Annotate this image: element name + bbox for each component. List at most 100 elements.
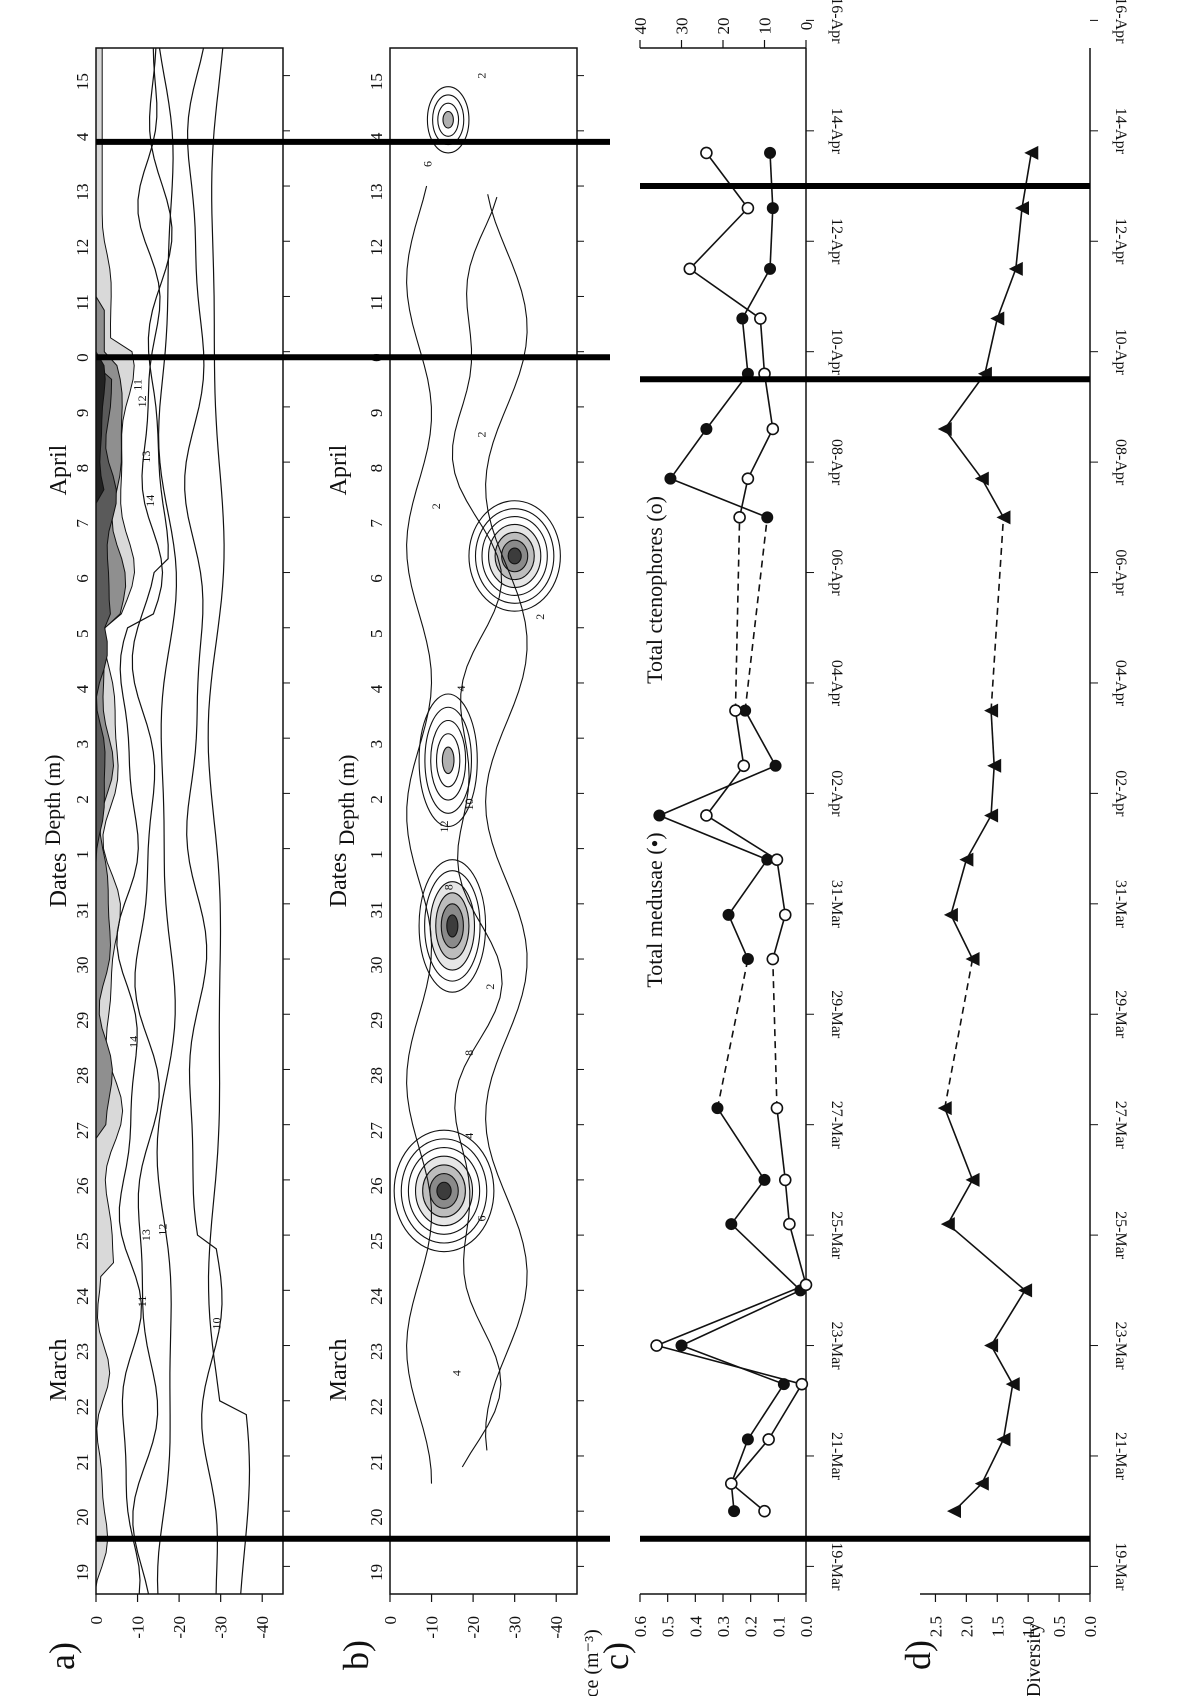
series-segment: [944, 373, 986, 430]
series-segment: [727, 859, 768, 916]
ctenophore-point: [741, 472, 755, 485]
series-segment: [670, 477, 768, 519]
diversity-point: [987, 758, 1002, 773]
panel-c-plot: [650, 146, 813, 1518]
series-segment: [943, 958, 974, 1109]
day-tick-label: 4: [367, 684, 386, 693]
medusae-point: [725, 1218, 738, 1231]
legend-ctenophores: Total ctenophores (o): [642, 496, 667, 684]
ctenophore-point: [778, 1173, 792, 1187]
abundance-contour-label: 6: [421, 161, 435, 167]
series-segment: [1021, 152, 1033, 209]
series-segment: [990, 517, 1005, 711]
abundance-contour-label: 2: [475, 432, 489, 438]
date-tick-label: 02-Apr: [1112, 770, 1129, 817]
abundance-tick-label: 0.4: [686, 1616, 705, 1638]
panel-a-april-label: April: [46, 444, 72, 495]
series-segment: [744, 710, 777, 767]
abundance-contour: [507, 547, 522, 565]
day-tick-label: 12: [73, 239, 92, 256]
medusae-point: [728, 1505, 741, 1518]
day-tick-label: 21: [73, 1453, 92, 1470]
series-segment: [727, 914, 749, 960]
diversity-point: [996, 510, 1011, 525]
diversity-tick-label: 0.5: [1050, 1616, 1069, 1637]
series-segment: [981, 1439, 1005, 1484]
series-segment: [741, 318, 749, 374]
day-tick-label: 0: [73, 353, 92, 362]
diversity-point: [1024, 145, 1039, 160]
medusae-point: [769, 759, 782, 772]
date-tick-label: 21-Mar: [828, 1432, 845, 1481]
ctenophore-tick-label: 40: [631, 18, 650, 35]
day-tick-label: 6: [73, 574, 92, 583]
diversity-tick-label: 2.0: [957, 1616, 976, 1637]
day-tick-label: 29: [367, 1012, 386, 1029]
day-tick-label: 5: [73, 630, 92, 639]
diversity-point: [974, 471, 989, 486]
medusae-point: [758, 1173, 771, 1186]
panel-b-label: b): [336, 1640, 376, 1670]
abundance-contour-label: 4: [450, 1370, 464, 1376]
abundance-contour: [435, 733, 461, 788]
abundance-contour: [436, 1181, 452, 1201]
day-tick-label: 13: [367, 184, 386, 201]
ctenophore-point: [733, 511, 746, 524]
series-segment: [659, 765, 776, 817]
day-tick-label: 9: [367, 409, 386, 418]
diversity-point: [1005, 1377, 1020, 1392]
day-tick-label: 26: [367, 1177, 386, 1194]
depth-tick-label: -20: [464, 1616, 483, 1639]
date-tick-label: 04-Apr: [828, 660, 845, 707]
series-segment: [681, 1289, 801, 1347]
abundance-contour-label: 8: [441, 884, 455, 890]
day-tick-label: 1: [367, 850, 386, 859]
ctenophore-point: [766, 952, 780, 966]
abundance-tick-label: 0.5: [659, 1616, 678, 1637]
isotherm-line-1: [116, 48, 164, 1594]
abundance-contour: [441, 746, 455, 775]
ctenophore-point: [770, 1101, 784, 1115]
series-segment: [947, 1179, 974, 1225]
depth-tick-label: -20: [170, 1616, 189, 1639]
series-segment: [656, 1344, 803, 1385]
isotherm-line-4: [184, 48, 223, 1594]
abundance-contour: [468, 500, 561, 612]
ctenophore-point: [683, 262, 697, 276]
date-tick-label: 10-Apr: [828, 329, 845, 376]
series-segment: [705, 152, 749, 209]
date-tick-label: 25-Mar: [828, 1211, 845, 1260]
medusae-point: [766, 202, 779, 215]
series-segment: [689, 207, 749, 270]
series-segment: [759, 318, 766, 374]
ctenophore-tick-label: 0: [797, 22, 816, 31]
panel-c-abundance-axis: 0.0 0.1 0.2 0.3 0.4 0.5 0.6: [631, 1594, 816, 1637]
series-segment: [990, 765, 995, 816]
ctenophore-point: [700, 809, 713, 822]
date-tick-label: 12-Apr: [1112, 218, 1129, 265]
depth-tick-label: -30: [506, 1616, 525, 1639]
panel-c-date-axis: 19-Mar 21-Mar 23-Mar 25-Mar 27-Mar 29-Mar 31-M…: [806, 0, 845, 1591]
day-tick-label: 22: [73, 1398, 92, 1415]
day-tick-label: 13: [73, 184, 92, 201]
abundance-outer-contour: [485, 194, 528, 1451]
day-tick-label: 8: [73, 464, 92, 473]
diversity-point: [940, 1217, 955, 1232]
isotherm-line-3: [156, 48, 178, 1594]
diversity-point: [937, 1101, 952, 1116]
day-tick-label: 21: [367, 1453, 386, 1470]
day-tick-label: 2: [73, 795, 92, 804]
abundance-contour-label: 2: [533, 614, 547, 620]
date-tick-label: 08-Apr: [828, 439, 845, 486]
medusae-point: [736, 312, 749, 325]
series-segment: [681, 1344, 785, 1385]
ctenophore-point: [741, 201, 755, 215]
panel-d-label: d): [898, 1640, 938, 1670]
day-tick-label: 22: [367, 1398, 386, 1415]
day-tick-label: 3: [367, 740, 386, 749]
series-segment: [763, 373, 774, 430]
isotherm-label: 10: [210, 1317, 224, 1329]
